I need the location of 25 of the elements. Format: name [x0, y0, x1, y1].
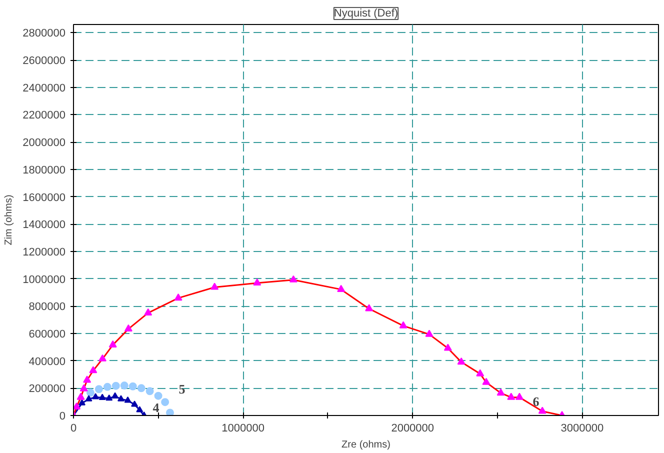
x-tick-label: 2000000 — [391, 422, 434, 434]
y-tick-label: 200000 — [28, 383, 66, 396]
y-tick-label: 1000000 — [22, 274, 66, 286]
y-tick-label: 800000 — [28, 301, 66, 314]
y-tick-label: 1400000 — [22, 219, 66, 232]
y-tick-label: 1800000 — [22, 164, 66, 176]
y-tick-label: 0 — [59, 410, 66, 422]
x-tick-label: 1000000 — [222, 422, 264, 434]
y-tick-label: 1600000 — [22, 192, 66, 204]
series-label: 5 — [178, 381, 186, 396]
series-label: 6 — [532, 394, 540, 409]
y-axis-title: Zim (ohms) — [4, 194, 15, 246]
y-tick-label: 2600000 — [22, 55, 66, 68]
y-tick-label: 600000 — [28, 328, 66, 340]
x-tick-label: 0 — [70, 422, 77, 434]
series-label: 4 — [152, 400, 160, 415]
x-axis-title: Zre (ohms) — [342, 440, 390, 450]
x-tick-label: 3000000 — [560, 422, 604, 434]
y-tick-label: 2000000 — [22, 137, 66, 150]
y-tick-label: 1200000 — [22, 246, 66, 258]
chart-title: Nyquist (Def) — [334, 8, 398, 20]
y-tick-label: 2800000 — [22, 28, 66, 40]
y-tick-label: 2200000 — [22, 110, 66, 122]
y-tick-label: 2400000 — [22, 82, 66, 94]
y-tick-label: 400000 — [28, 356, 66, 368]
